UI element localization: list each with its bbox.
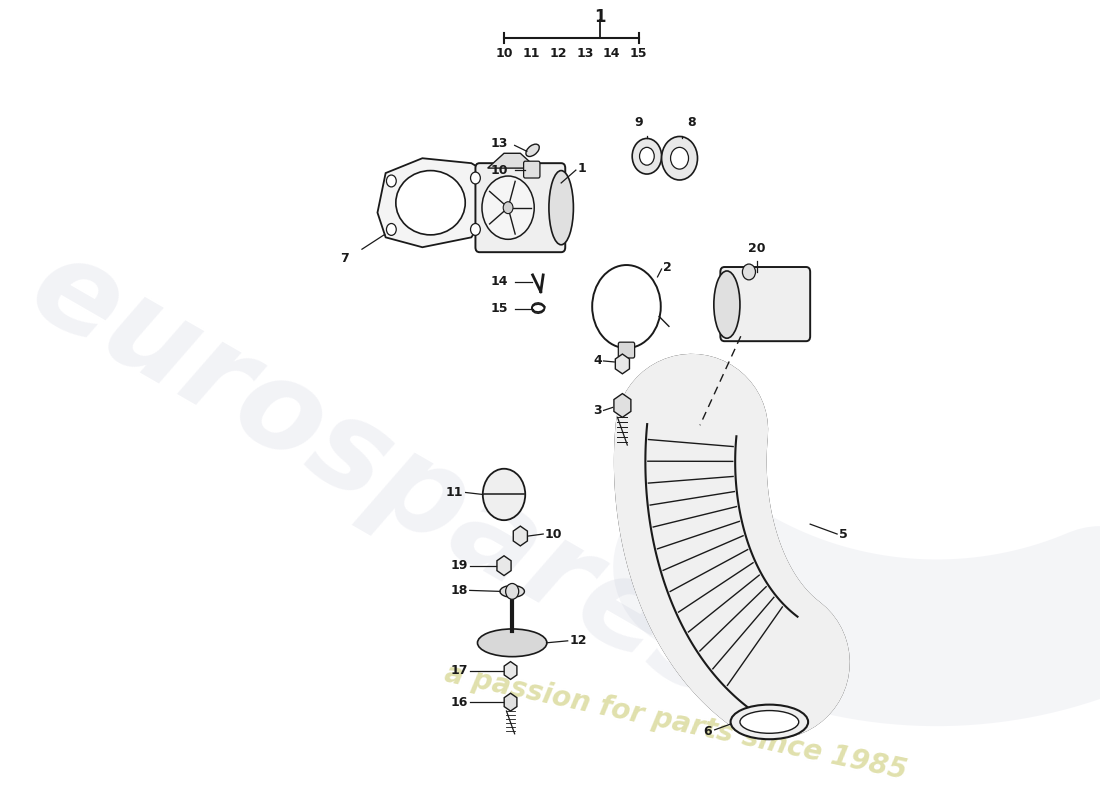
Text: 12: 12 (570, 634, 586, 647)
Text: 15: 15 (491, 302, 508, 315)
Circle shape (742, 264, 756, 280)
FancyBboxPatch shape (618, 342, 635, 358)
Polygon shape (377, 158, 487, 247)
Polygon shape (504, 662, 517, 679)
Circle shape (471, 172, 481, 184)
Ellipse shape (740, 710, 799, 734)
Text: 1: 1 (578, 162, 586, 174)
Circle shape (632, 138, 661, 174)
Circle shape (503, 202, 513, 214)
FancyBboxPatch shape (524, 161, 540, 178)
Text: 14: 14 (491, 275, 508, 288)
Text: 1: 1 (594, 8, 605, 26)
Polygon shape (614, 394, 631, 418)
Text: eurospares: eurospares (9, 225, 754, 725)
Polygon shape (487, 154, 537, 168)
FancyBboxPatch shape (720, 267, 811, 341)
Polygon shape (504, 694, 517, 711)
Circle shape (386, 175, 396, 187)
Text: 2: 2 (663, 261, 672, 274)
Ellipse shape (526, 144, 539, 157)
Circle shape (509, 587, 516, 595)
Text: 12: 12 (549, 47, 566, 61)
Circle shape (506, 583, 519, 599)
Circle shape (482, 176, 535, 239)
Circle shape (386, 223, 396, 235)
Circle shape (661, 137, 697, 180)
Text: 19: 19 (451, 559, 469, 572)
Text: 14: 14 (603, 47, 620, 61)
Text: 5: 5 (838, 527, 847, 541)
Polygon shape (497, 556, 512, 575)
Text: 8: 8 (686, 115, 695, 129)
Text: 11: 11 (446, 486, 463, 499)
Ellipse shape (499, 586, 525, 598)
Text: 17: 17 (451, 664, 469, 677)
Text: a passion for parts since 1985: a passion for parts since 1985 (442, 659, 910, 785)
FancyBboxPatch shape (475, 163, 565, 252)
Polygon shape (514, 526, 527, 546)
Text: 10: 10 (495, 47, 513, 61)
Text: 6: 6 (704, 726, 712, 738)
Text: 13: 13 (576, 47, 594, 61)
Text: 11: 11 (522, 47, 540, 61)
Polygon shape (615, 354, 629, 374)
Circle shape (483, 469, 525, 520)
Text: 13: 13 (491, 137, 508, 150)
Text: 16: 16 (451, 696, 469, 709)
Text: 15: 15 (630, 47, 648, 61)
Text: 4: 4 (593, 354, 602, 367)
Text: 10: 10 (491, 163, 508, 177)
Text: 3: 3 (593, 404, 602, 417)
Text: 18: 18 (451, 584, 469, 597)
Ellipse shape (730, 705, 808, 739)
Ellipse shape (549, 170, 573, 245)
Text: 9: 9 (635, 115, 643, 129)
Circle shape (639, 147, 654, 165)
Text: 10: 10 (544, 527, 562, 541)
Ellipse shape (477, 629, 547, 657)
Text: 7: 7 (340, 252, 349, 265)
Text: 20: 20 (748, 242, 766, 255)
Ellipse shape (396, 170, 465, 235)
Ellipse shape (714, 271, 740, 338)
Circle shape (671, 147, 689, 169)
Circle shape (471, 223, 481, 235)
